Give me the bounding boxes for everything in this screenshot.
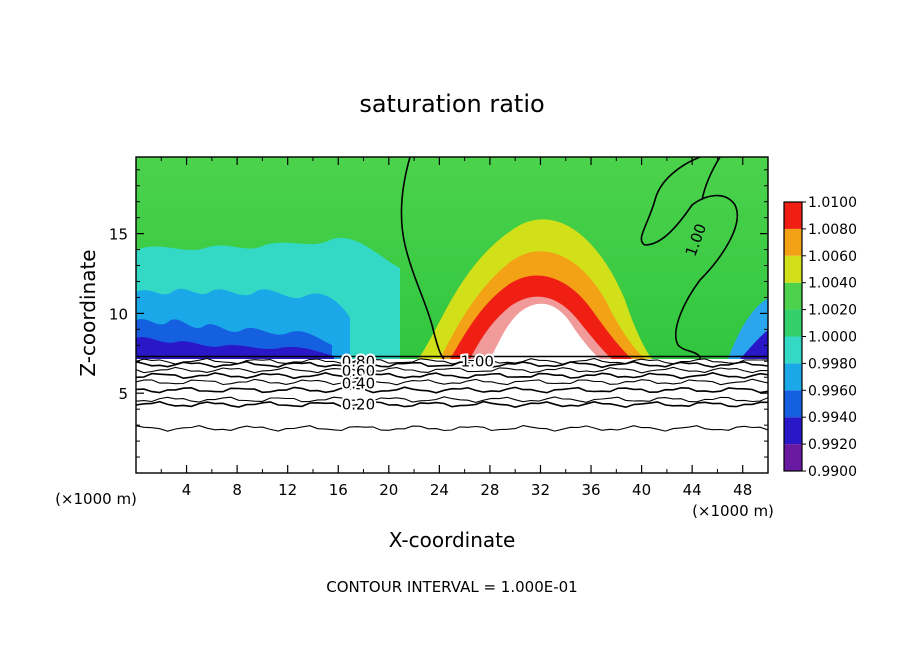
x-tick-label: 44 [683, 481, 702, 499]
contour-line [136, 360, 768, 369]
colorbar-label: 0.9960 [808, 383, 857, 399]
colorbar-label: 1.0080 [808, 222, 857, 238]
contour-line [136, 425, 768, 432]
y-axis: 5 10 15 [109, 169, 768, 458]
colorbar-segment [784, 363, 802, 391]
low-ratio-region-right-2 [740, 330, 768, 359]
dome-white [490, 303, 600, 359]
y-tick-label: 10 [109, 305, 128, 323]
x-axis-label: X-coordinate [389, 528, 516, 552]
x-tick-label: 28 [480, 481, 499, 499]
y-axis-label: Z-coordinate [76, 249, 100, 376]
colorbar-segment [784, 336, 802, 364]
contour-line [136, 366, 768, 374]
unit-contour-left [400, 157, 445, 360]
x-tick-label: 16 [329, 481, 348, 499]
colorbar-label: 0.9940 [808, 410, 857, 426]
unit-contour-right [640, 157, 738, 359]
contour-lines [136, 355, 768, 432]
colorbar-label: 0.9900 [808, 464, 857, 480]
contour-label-layer: 0.800.600.400.201.001.00 [340, 221, 710, 415]
colorbar-label: 1.0040 [808, 276, 857, 292]
unit-contour-top [701, 157, 721, 201]
contour-line [136, 400, 768, 409]
low-ratio-region-4 [136, 337, 334, 359]
colorbar-segment [784, 228, 802, 256]
contour-line [136, 371, 768, 380]
x-tick-label: 8 [232, 481, 242, 499]
saturation-field [136, 157, 768, 473]
x-tick-label: 20 [379, 481, 398, 499]
contour-interval-footer: CONTOUR INTERVAL = 1.000E-01 [326, 578, 577, 596]
contour-line [136, 396, 768, 403]
y-tick-label: 5 [118, 385, 128, 403]
contour-label: 1.00 [461, 352, 494, 370]
x-tick-label: 36 [581, 481, 600, 499]
colorbar-label: 0.9980 [808, 356, 857, 372]
x-tick-label: 4 [182, 481, 192, 499]
colorbar-label: 1.0000 [808, 330, 857, 346]
x-axis: 4 8 12 16 20 24 28 32 36 40 44 48 [160, 157, 752, 499]
y-axis-unit-right: (×1000 m) [692, 502, 774, 520]
y-tick-label: 15 [109, 226, 128, 244]
contour-line [136, 378, 768, 386]
unit-contour-lines [400, 157, 738, 360]
contour-label: 0.80 [342, 352, 375, 370]
x-tick-label: 48 [733, 481, 752, 499]
x-tick-label: 40 [632, 481, 651, 499]
colorbar-segment [784, 309, 802, 337]
x-tick-label: 12 [278, 481, 297, 499]
x-tick-label: 32 [531, 481, 550, 499]
colorbar-label: 1.0060 [808, 249, 857, 265]
contour-label: 0.60 [342, 362, 375, 380]
contour-label: 0.40 [342, 375, 375, 393]
colorbar-segment [784, 255, 802, 283]
contour-line [136, 386, 768, 394]
plot-frame [135, 156, 769, 474]
colorbar-label: 1.0020 [808, 303, 857, 319]
contour-label: 0.20 [342, 395, 375, 413]
colorbar-segment [784, 202, 802, 229]
x-tick-label: 24 [430, 481, 449, 499]
chart-title: saturation ratio [359, 90, 544, 118]
colorbar: 0.9900 0.9920 0.9940 0.9960 0.9980 1.0000 1.00… [783, 195, 857, 480]
colorbar-label: 0.9920 [808, 437, 857, 453]
colorbar-label: 1.0100 [808, 195, 857, 211]
colorbar-segment [784, 390, 802, 418]
colorbar-segment [784, 444, 802, 471]
x-axis-unit: (×1000 m) [55, 490, 137, 508]
colorbar-segment [784, 417, 802, 445]
colorbar-segment [784, 282, 802, 310]
